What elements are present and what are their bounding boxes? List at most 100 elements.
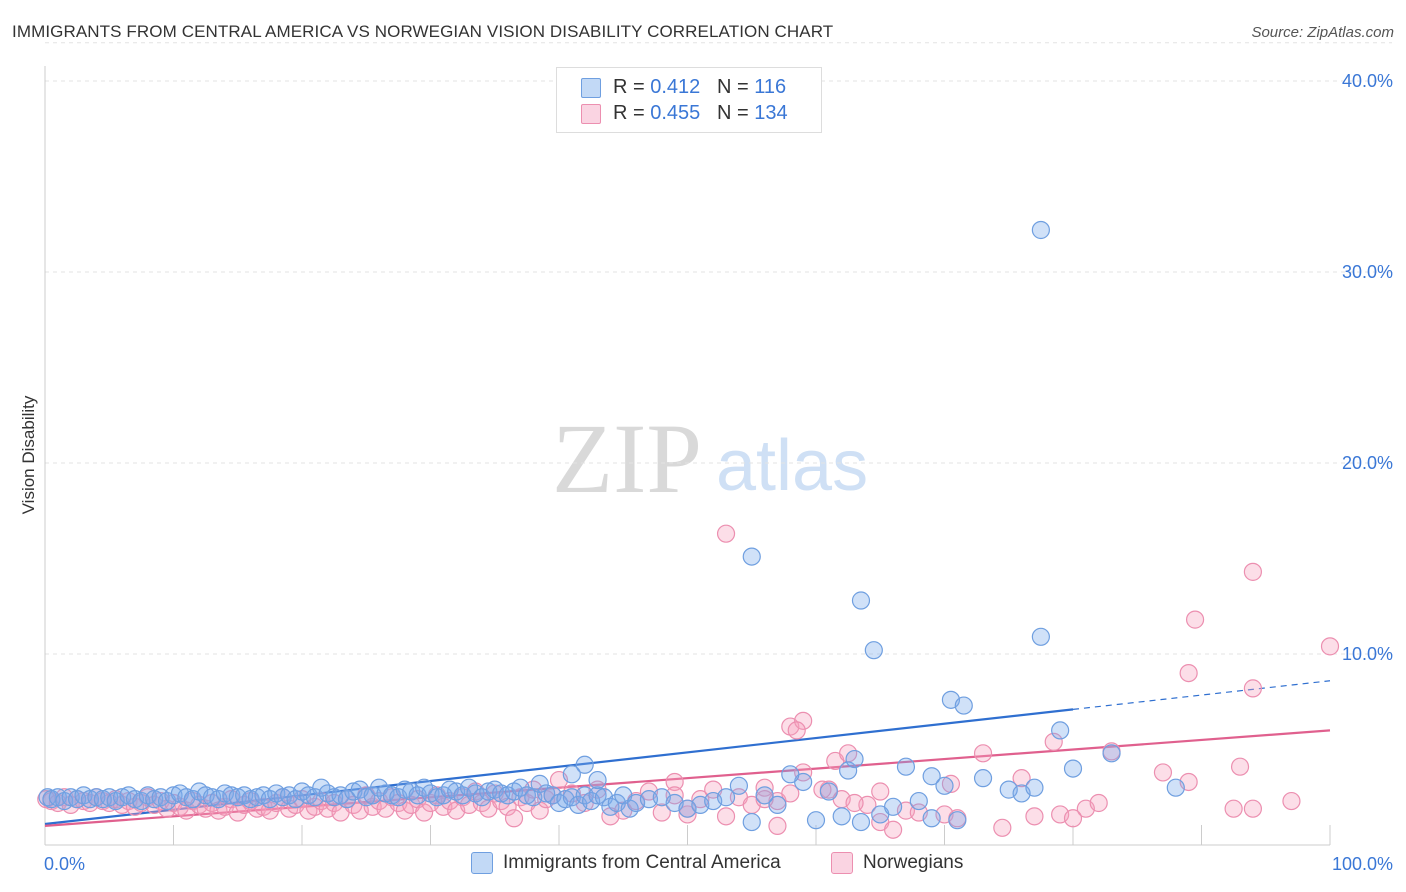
point-norwegians xyxy=(973,744,993,763)
point-immigrants xyxy=(922,809,941,828)
point-immigrants xyxy=(1063,759,1083,778)
r-value: 0.455 xyxy=(650,102,701,124)
point-norwegians xyxy=(716,807,736,826)
point-immigrants xyxy=(87,788,106,807)
point-immigrants xyxy=(954,696,973,715)
y-tick-label: 20.0% xyxy=(1342,453,1393,473)
point-immigrants xyxy=(742,547,761,566)
point-norwegians xyxy=(1243,799,1263,818)
point-immigrants xyxy=(337,790,357,809)
point-immigrants xyxy=(1031,627,1050,646)
point-norwegians xyxy=(1025,807,1044,826)
point-immigrants xyxy=(948,811,967,830)
legend-swatch-blue xyxy=(471,852,493,874)
point-norwegians xyxy=(1089,793,1108,813)
correlation-legend: R = 0.412 N = 116 R = 0.455 N = 134 xyxy=(556,67,822,133)
point-norwegians xyxy=(845,793,864,813)
point-norwegians xyxy=(787,721,806,740)
r-label: R = xyxy=(613,102,651,124)
n-value: 134 xyxy=(754,102,788,124)
point-immigrants xyxy=(716,788,736,807)
point-immigrants xyxy=(896,757,916,776)
point-norwegians xyxy=(794,711,813,730)
point-immigrants xyxy=(909,791,928,811)
point-immigrants xyxy=(530,774,549,793)
x-tick-label: 0.0% xyxy=(44,854,85,874)
point-immigrants xyxy=(588,770,607,790)
point-norwegians xyxy=(871,782,890,801)
point-immigrants xyxy=(864,641,883,660)
point-immigrants xyxy=(922,767,941,786)
point-immigrants xyxy=(768,795,787,814)
point-immigrants xyxy=(588,786,607,805)
point-immigrants xyxy=(1102,744,1121,763)
point-immigrants xyxy=(832,807,851,826)
point-norwegians xyxy=(1185,610,1205,629)
point-norwegians xyxy=(883,820,903,839)
point-immigrants xyxy=(1031,220,1050,240)
grid-lines xyxy=(45,42,1392,655)
legend-label-immigrants: Immigrants from Central America xyxy=(503,852,781,873)
point-immigrants xyxy=(222,786,241,805)
point-immigrants xyxy=(562,765,581,784)
chart-source: Source: ZipAtlas.com xyxy=(1251,24,1394,41)
point-immigrants xyxy=(537,784,556,803)
legend-swatch-blue xyxy=(581,78,601,98)
point-immigrants xyxy=(883,797,903,816)
point-norwegians xyxy=(652,803,671,822)
point-norwegians xyxy=(1243,679,1263,698)
point-immigrants xyxy=(1051,721,1070,740)
axes xyxy=(44,66,1331,846)
point-norwegians xyxy=(716,524,736,543)
point-norwegians xyxy=(228,803,247,822)
r-label: R = xyxy=(613,76,651,98)
point-immigrants xyxy=(1166,778,1185,797)
point-immigrants xyxy=(742,812,761,832)
point-immigrants xyxy=(729,776,749,795)
point-norwegians xyxy=(665,772,684,792)
point-immigrants xyxy=(851,812,871,832)
point-norwegians xyxy=(414,803,434,822)
point-immigrants xyxy=(575,755,594,774)
point-norwegians xyxy=(1063,809,1083,828)
point-norwegians xyxy=(941,774,961,793)
x-tick-label: 100.0% xyxy=(1332,854,1393,874)
watermark-atlas: atlas xyxy=(716,426,868,506)
n-label: N = xyxy=(716,76,755,98)
chart-title: IMMIGRANTS FROM CENTRAL AMERICA VS NORWE… xyxy=(12,22,834,41)
y-axis-label: Vision Disability xyxy=(19,395,38,514)
y-tick-label: 10.0% xyxy=(1342,644,1393,664)
series-immigrants-points xyxy=(38,220,1185,832)
point-norwegians xyxy=(768,816,787,836)
legend-swatch-pink xyxy=(831,852,853,874)
point-norwegians xyxy=(813,780,832,799)
trend-line-immigrants-extension xyxy=(1072,680,1331,710)
point-immigrants xyxy=(755,786,774,805)
legend-label-norwegians: Norwegians xyxy=(863,852,964,873)
point-immigrants xyxy=(839,761,858,780)
point-norwegians xyxy=(1224,799,1243,818)
point-norwegians xyxy=(1320,637,1340,656)
point-norwegians xyxy=(1179,663,1198,683)
y-tick-label: 40.0% xyxy=(1342,71,1393,91)
point-immigrants xyxy=(1025,778,1044,797)
point-immigrants xyxy=(973,769,993,788)
point-norwegians xyxy=(504,809,524,828)
tick-labels: 10.0% 20.0% 30.0% 40.0% 0.0% 100.0% xyxy=(44,71,1393,874)
point-immigrants xyxy=(819,782,838,801)
y-tick-label: 30.0% xyxy=(1342,262,1393,282)
point-immigrants xyxy=(357,788,376,807)
legend-swatch-pink xyxy=(581,104,601,124)
point-norwegians xyxy=(1230,757,1250,776)
n-value: 116 xyxy=(754,76,787,98)
n-label: N = xyxy=(716,102,755,124)
point-immigrants xyxy=(80,790,100,809)
point-norwegians xyxy=(993,818,1012,837)
point-immigrants xyxy=(517,786,536,805)
data-points xyxy=(37,220,1340,839)
point-norwegians xyxy=(1282,791,1301,811)
point-immigrants xyxy=(781,765,800,784)
point-norwegians xyxy=(1243,562,1263,581)
point-immigrants xyxy=(845,749,864,769)
